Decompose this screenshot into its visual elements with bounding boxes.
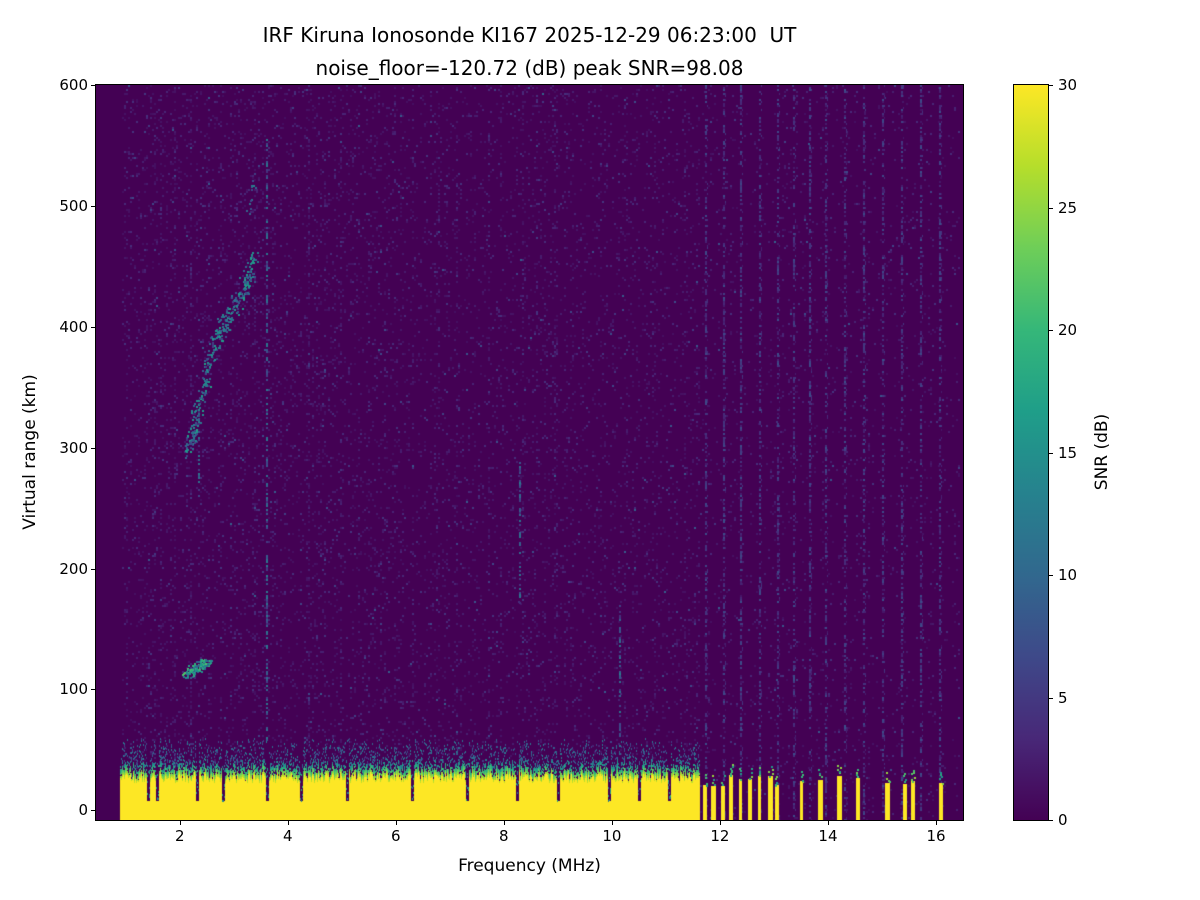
y-tick-label: 500 [59, 196, 88, 215]
x-tick-mark [935, 821, 937, 825]
x-tick-label: 2 [174, 827, 185, 845]
x-tick-label: 16 [926, 827, 946, 845]
x-tick-mark [827, 821, 829, 825]
colorbar-tick-label: 0 [1058, 811, 1068, 829]
colorbar-tick-label: 15 [1058, 443, 1078, 462]
x-tick-mark [611, 821, 613, 825]
y-tick-mark [91, 85, 95, 86]
y-tick-label: 400 [59, 317, 88, 336]
colorbar-tick-label: 10 [1058, 566, 1078, 584]
colorbar-tick-mark [1049, 452, 1053, 454]
x-tick-mark [287, 821, 289, 825]
x-tick-mark [503, 821, 505, 825]
colorbar-tick-mark [1049, 330, 1053, 331]
x-tick-label: 4 [282, 827, 293, 845]
x-tick-label: 8 [499, 827, 509, 845]
chart-title-line2: noise_floor=-120.72 (dB) peak SNR=98.08 [315, 56, 744, 80]
plot-area [96, 85, 963, 820]
x-tick-label: 12 [710, 827, 730, 845]
colorbar-tick-mark [1049, 820, 1053, 821]
y-tick-mark [91, 205, 95, 207]
y-tick-mark [91, 568, 95, 570]
heatmap-canvas [96, 85, 963, 820]
colorbar [1014, 85, 1048, 820]
y-tick-label: 100 [59, 680, 88, 699]
colorbar-tick-label: 30 [1058, 76, 1078, 94]
x-tick-mark [395, 821, 397, 825]
y-tick-mark [91, 689, 95, 691]
colorbar-label: SNR (dB) [1092, 413, 1112, 491]
x-tick-mark [719, 821, 721, 825]
colorbar-tick-mark [1049, 207, 1053, 209]
y-tick-mark [91, 447, 95, 449]
y-tick-label: 600 [59, 76, 88, 94]
x-tick-label: 14 [818, 827, 838, 845]
colorbar-tick-mark [1049, 85, 1053, 86]
colorbar-tick-label: 25 [1058, 198, 1078, 217]
y-tick-label: 0 [78, 801, 88, 820]
x-tick-label: 10 [602, 827, 622, 845]
colorbar-tick-label: 20 [1058, 321, 1078, 339]
colorbar-tick-label: 5 [1058, 688, 1068, 707]
y-tick-label: 200 [59, 559, 88, 578]
x-tick-label: 6 [391, 827, 401, 845]
y-tick-label: 300 [59, 438, 88, 457]
x-tick-mark [179, 821, 181, 825]
chart-title-line1: IRF Kiruna Ionosonde KI167 2025-12-29 06… [262, 23, 797, 47]
colorbar-tick-mark [1049, 575, 1053, 576]
x-axis-label: Frequency (MHz) [458, 856, 601, 876]
y-tick-mark [91, 326, 95, 328]
y-tick-mark [91, 810, 95, 812]
colorbar-tick-mark [1049, 697, 1053, 699]
chart-title: IRF Kiruna Ionosonde KI167 2025-12-29 06… [96, 19, 963, 85]
